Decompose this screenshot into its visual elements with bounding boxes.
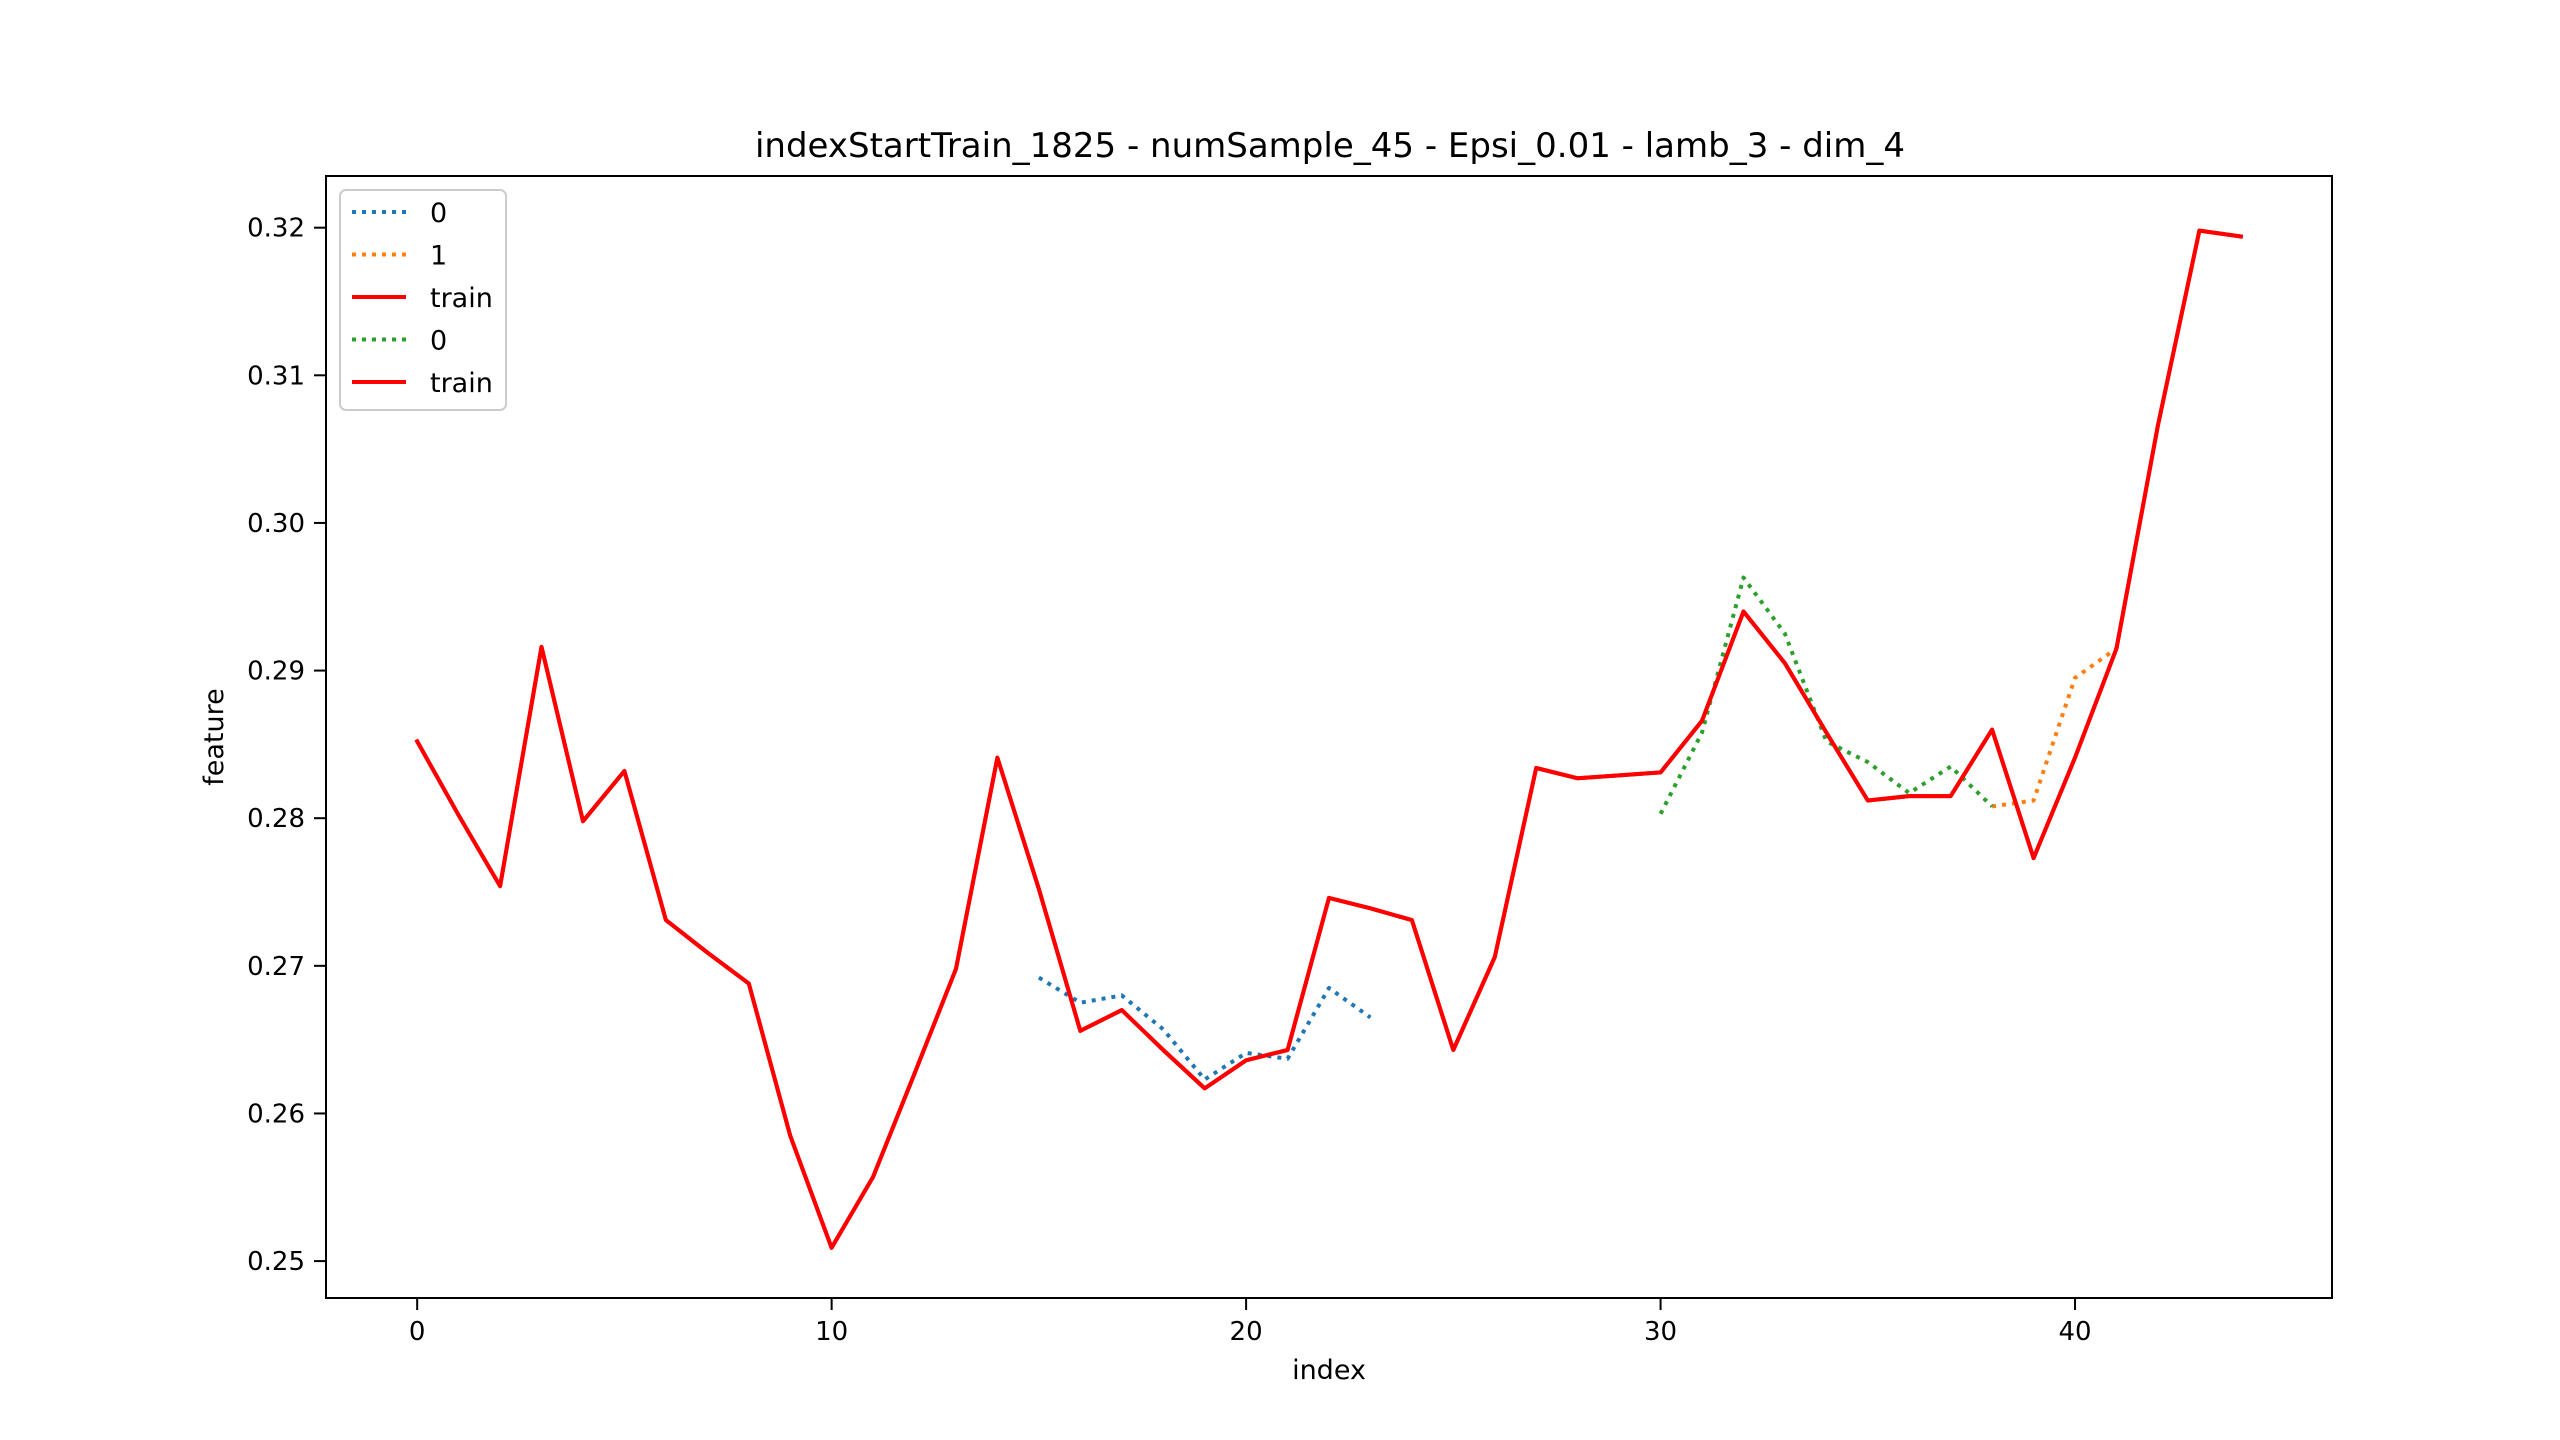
legend-label-1: 1 xyxy=(430,241,447,272)
legend-label-0: 0 xyxy=(430,198,447,229)
x-tick-label: 20 xyxy=(1230,1317,1263,1347)
y-tick-label: 0.27 xyxy=(247,952,305,982)
y-axis: 0.25 0.26 0.27 0.28 0.29 0.30 0.31 0.32 xyxy=(247,214,326,1277)
series-line-2 xyxy=(414,228,2244,1250)
plot-frame xyxy=(325,175,2333,1299)
series-layer xyxy=(414,228,2244,1250)
series-line-4 xyxy=(414,228,2244,1250)
x-tick-label: 0 xyxy=(409,1317,426,1347)
y-tick-label: 0.32 xyxy=(247,214,305,244)
y-tick-label: 0.31 xyxy=(247,361,305,391)
x-tick-label: 30 xyxy=(1644,1317,1677,1347)
series-line-1 xyxy=(1991,646,2118,809)
y-tick-label: 0.25 xyxy=(247,1247,305,1277)
y-tick-label: 0.26 xyxy=(247,1099,305,1129)
y-tick-label: 0.30 xyxy=(247,509,305,539)
y-axis-label: feature xyxy=(199,688,230,785)
y-tick-label: 0.29 xyxy=(247,657,305,687)
y-tick-label: 0.28 xyxy=(247,804,305,834)
x-axis: 0 10 20 30 40 xyxy=(409,1298,2092,1347)
legend-label-4: train xyxy=(430,368,493,399)
legend-label-2: train xyxy=(430,283,493,314)
chart-title: indexStartTrain_1825 - numSample_45 - Ep… xyxy=(755,126,1905,166)
legend-label-3: 0 xyxy=(430,326,447,357)
x-tick-label: 10 xyxy=(815,1317,848,1347)
x-axis-label: index xyxy=(1292,1355,1366,1386)
legend: 0 1 train 0 train xyxy=(339,189,507,411)
x-tick-label: 40 xyxy=(2058,1317,2091,1347)
legend-box xyxy=(339,189,507,411)
series-line-0 xyxy=(1037,975,1372,1082)
